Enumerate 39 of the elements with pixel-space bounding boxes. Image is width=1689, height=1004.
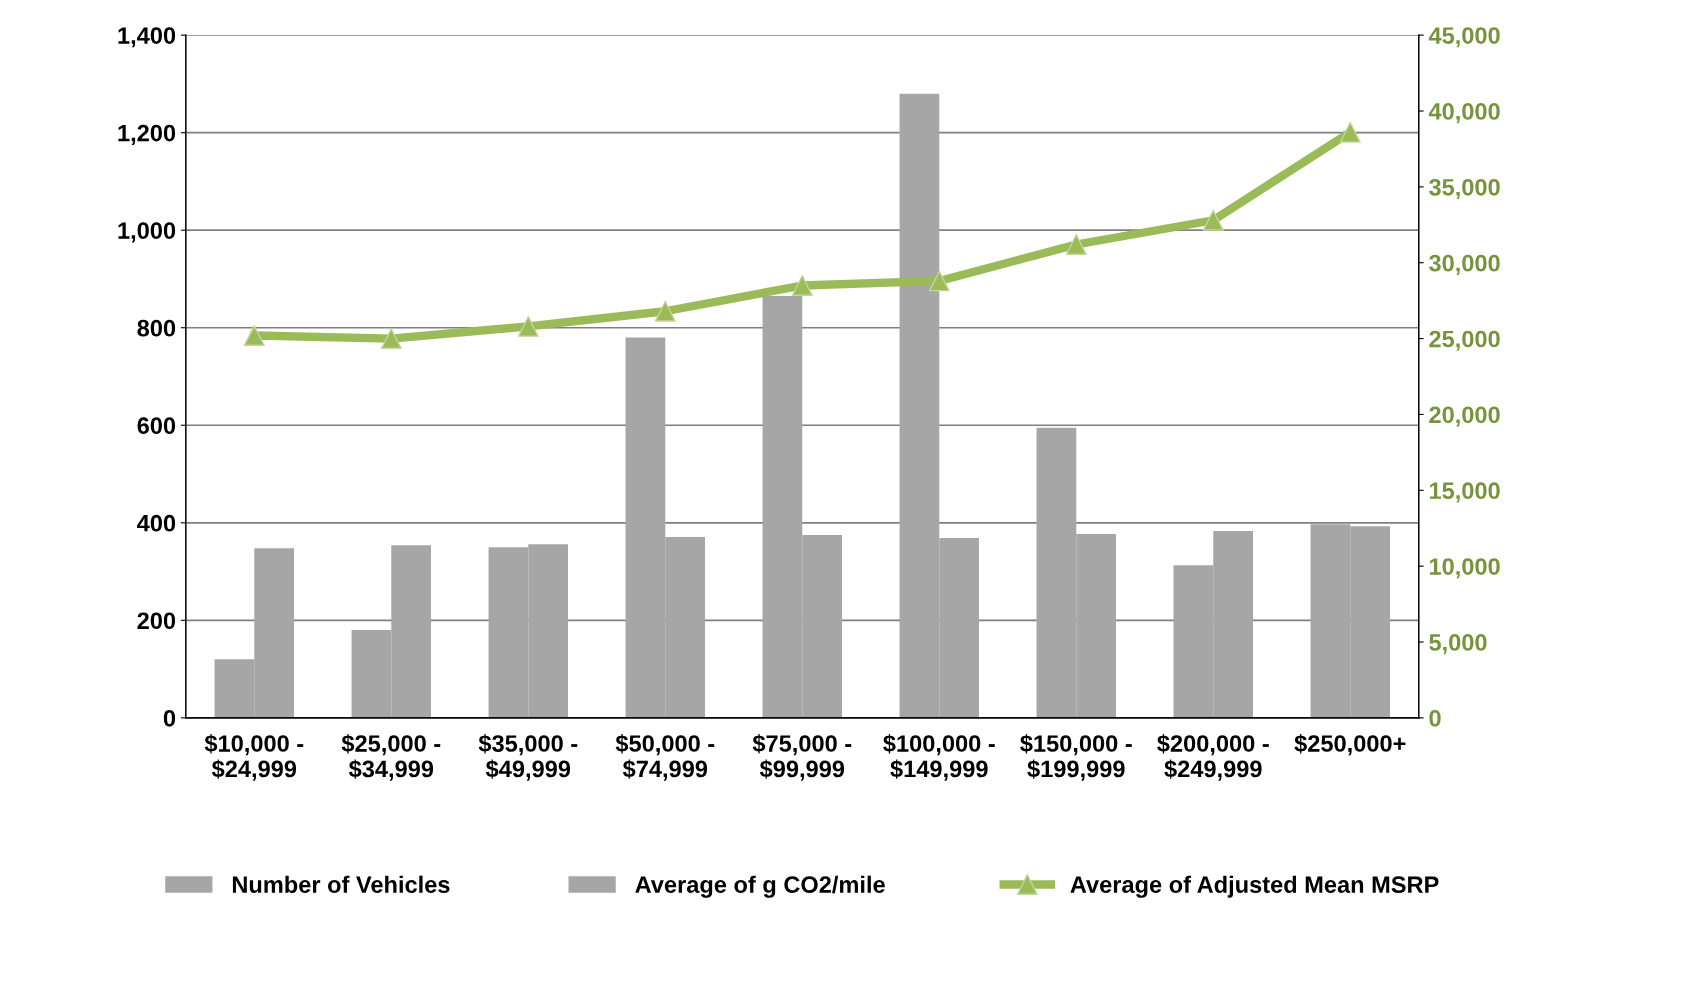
point: [928, 270, 950, 292]
y2-tick-label: 10,000: [1429, 558, 1500, 579]
point: [791, 275, 813, 296]
legend-label: Average of g CO2/mile: [635, 875, 885, 898]
y2-tick-label: 5,000: [1429, 634, 1487, 655]
y2-tick-label: 20,000: [1429, 406, 1500, 427]
point: [243, 325, 265, 346]
y2-tick-label: 45,000: [1428, 27, 1500, 48]
legend-label: Average of Adjusted Mean MSRP: [1070, 875, 1439, 898]
y2-tick-label: 40,000: [1428, 103, 1500, 124]
x-tick-label: $50,000 - $74,999: [615, 734, 715, 781]
x-tick-label: $150,000 - $199,999: [1020, 734, 1132, 781]
x-tick-label: $250,000+: [1294, 734, 1406, 756]
y-tick-label: 1,200: [118, 124, 176, 145]
y2-tick-label: 0: [1429, 709, 1441, 727]
y-tick-label: 0: [163, 709, 176, 727]
x-tick-label: $35,000 - $49,999: [478, 734, 578, 781]
y-tick-label: 600: [137, 417, 176, 435]
y-tick-label: 200: [137, 612, 176, 630]
y-tick-label: 400: [137, 514, 176, 532]
point: [1202, 209, 1224, 231]
point: [517, 316, 539, 337]
point: [1339, 121, 1361, 143]
point: [654, 300, 676, 322]
y2-tick-label: 25,000: [1429, 330, 1500, 351]
y-tick-label: 1,000: [118, 222, 176, 243]
x-tick-label: $200,000 - $249,999: [1157, 734, 1269, 781]
y2-tick-label: 15,000: [1429, 482, 1500, 503]
x-tick-label: $10,000 - $24,999: [204, 734, 304, 781]
point: [380, 328, 402, 349]
y2-tick-label: 30,000: [1429, 254, 1500, 275]
y-tick-label: 1,400: [118, 27, 176, 48]
x-tick-label: $100,000 - $149,999: [883, 734, 995, 781]
y2-tick-label: 35,000: [1429, 178, 1500, 200]
legend-label: Number of Vehicles: [232, 875, 450, 893]
x-tick-label: $25,000 - $34,999: [341, 734, 441, 781]
point: [1065, 234, 1087, 255]
x-tick-label: $75,000 - $99,999: [752, 734, 852, 781]
y-tick-label: 800: [137, 319, 176, 337]
